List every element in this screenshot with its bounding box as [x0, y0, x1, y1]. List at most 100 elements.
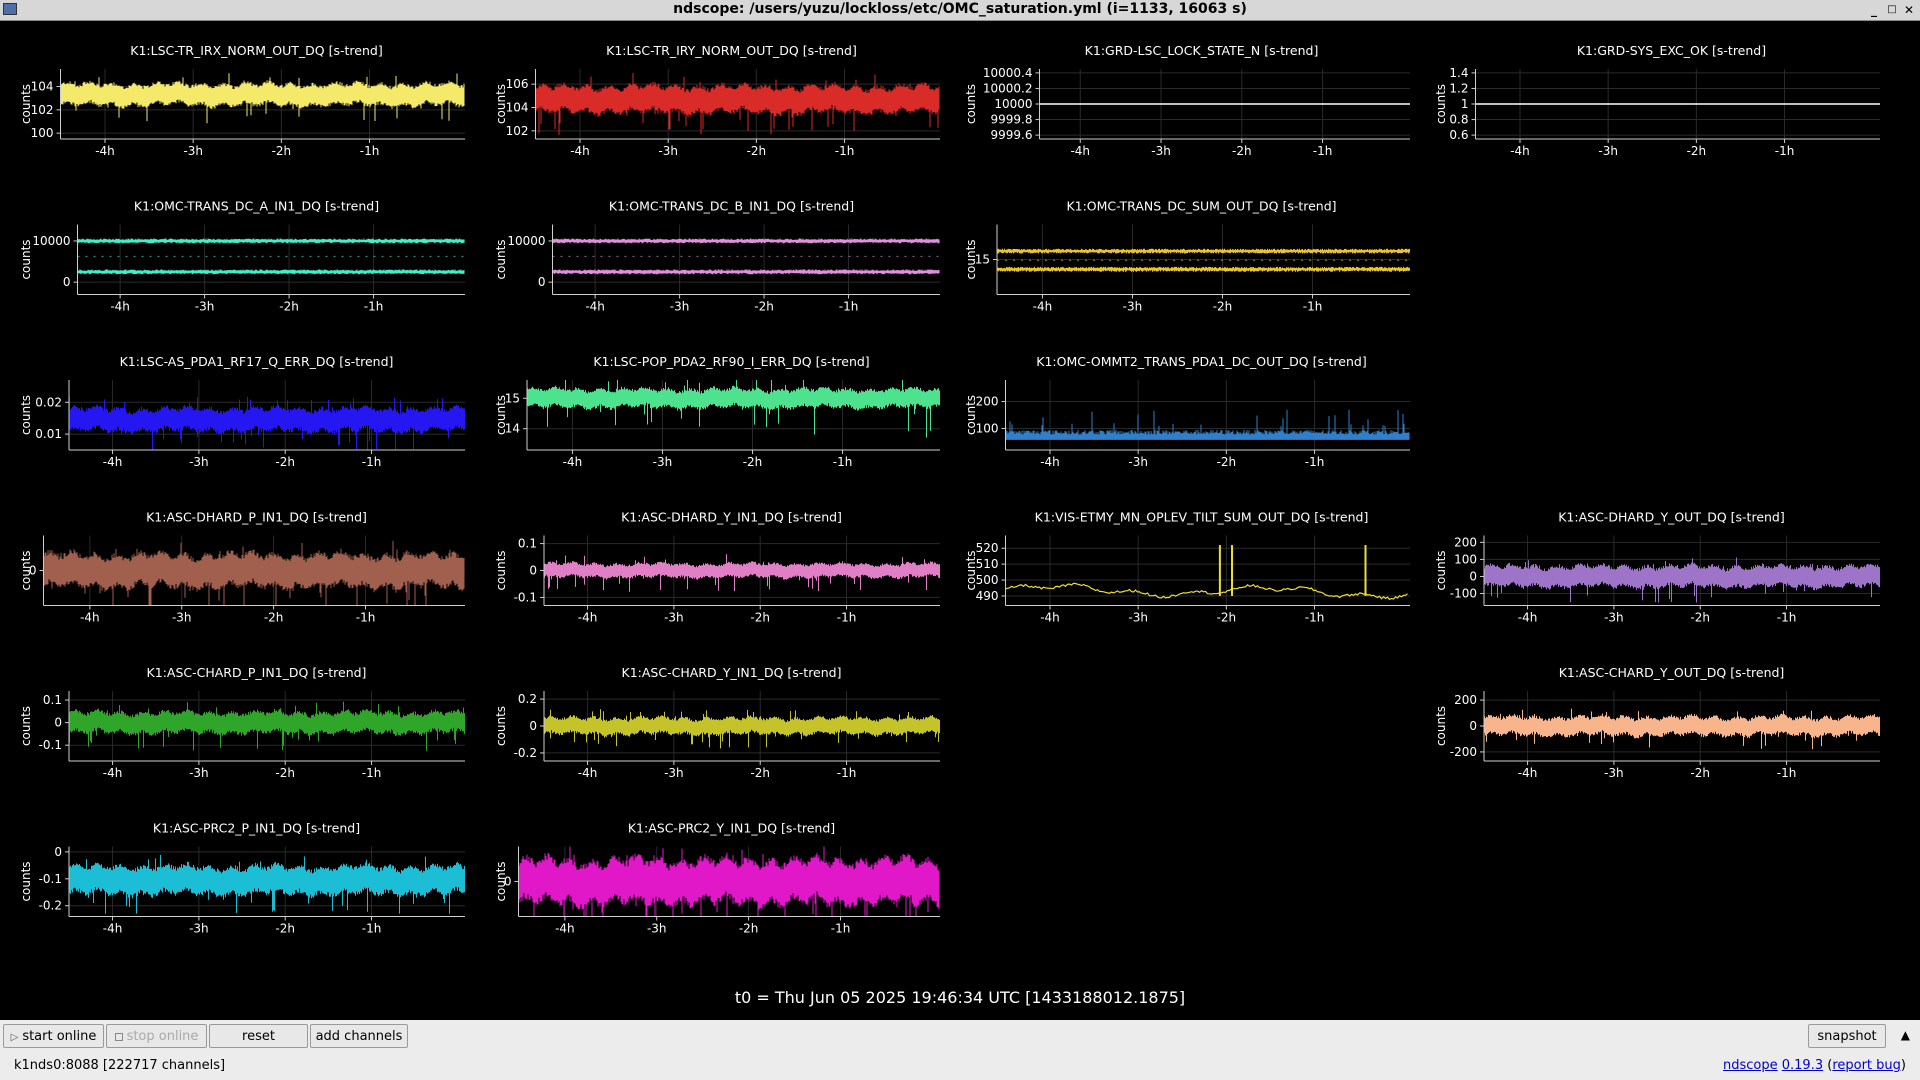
x-tick-label: -3h	[189, 455, 209, 469]
x-tick-label: -1h	[362, 766, 382, 780]
y-tick-label: -0.2	[39, 899, 62, 913]
y-axis-label: counts	[1434, 550, 1448, 590]
add-channels-button[interactable]: add channels	[310, 1024, 408, 1048]
y-tick-label: 102	[506, 124, 529, 138]
y-tick-label: 10000.2	[983, 81, 1033, 95]
plot-title: K1:OMC-OMMT2_TRANS_PDA1_DC_OUT_DQ [s-tre…	[1036, 354, 1366, 369]
y-tick-label: 0.01	[35, 427, 62, 441]
y-tick-label: 102	[31, 103, 54, 117]
x-tick-label: -4h	[103, 766, 123, 780]
y-tick-label: 0	[504, 875, 512, 889]
reset-button[interactable]: reset	[209, 1024, 308, 1048]
y-axis-label: counts	[494, 239, 508, 279]
x-tick-label: -3h	[1128, 611, 1148, 625]
plot-title: K1:GRD-SYS_EXC_OK [s-trend]	[1577, 43, 1766, 58]
y-axis-label: counts	[964, 239, 978, 279]
x-tick-label: -4h	[1070, 144, 1090, 158]
x-tick-label: -3h	[172, 611, 192, 625]
series-trace	[544, 554, 940, 592]
plot-title: K1:OMC-TRANS_DC_B_IN1_DQ [s-trend]	[609, 199, 854, 214]
plot-panel[interactable]: K1:ASC-PRC2_P_IN1_DQ [s-trend] counts 0 -0.…	[19, 821, 465, 936]
y-axis-label: counts	[1434, 706, 1448, 746]
x-tick-label: -1h	[837, 766, 857, 780]
ndscope-link[interactable]: ndscope	[1722, 1058, 1778, 1073]
x-tick-label: -2h	[750, 766, 770, 780]
plot-title: K1:VIS-ETMY_MN_OPLEV_TILT_SUM_OUT_DQ [s-…	[1035, 510, 1369, 525]
y-tick-label: 0.02	[35, 395, 62, 409]
minimize-button[interactable]: _	[1871, 3, 1877, 17]
plot-panel[interactable]: K1:VIS-ETMY_MN_OPLEV_TILT_SUM_OUT_DQ [s-…	[964, 510, 1410, 625]
plot-panel[interactable]: K1:OMC-OMMT2_TRANS_PDA1_DC_OUT_DQ [s-tre…	[964, 354, 1410, 469]
plot-title: K1:ASC-PRC2_P_IN1_DQ [s-trend]	[153, 821, 360, 836]
snapshot-button[interactable]: snapshot	[1808, 1024, 1886, 1048]
close-button[interactable]: ✕	[1903, 3, 1915, 17]
y-tick-label: 0	[1469, 569, 1477, 583]
plot-title: K1:ASC-DHARD_P_IN1_DQ [s-trend]	[146, 510, 367, 525]
y-tick-label: 9999.8	[991, 113, 1033, 127]
plot-panel[interactable]: K1:ASC-CHARD_P_IN1_DQ [s-trend] counts 0.1…	[19, 665, 465, 780]
report-bug-link[interactable]: report bug	[1832, 1058, 1901, 1073]
plot-panel[interactable]: K1:ASC-CHARD_Y_IN1_DQ [s-trend] counts 0.2…	[494, 665, 940, 780]
collapse-icon[interactable]: ▲	[1900, 1028, 1910, 1042]
y-tick-label: 1.4	[1449, 66, 1468, 80]
plot-panel[interactable]: K1:ASC-DHARD_Y_IN1_DQ [s-trend] counts 0.1…	[494, 510, 940, 625]
x-tick-label: -3h	[653, 455, 673, 469]
x-tick-label: -1h	[1775, 144, 1795, 158]
y-tick-label: 106	[506, 77, 529, 91]
x-tick-label: -3h	[1123, 300, 1143, 314]
x-tick-label: -4h	[95, 144, 115, 158]
series-trace	[544, 709, 940, 749]
stop-online-button[interactable]: stop online	[106, 1024, 207, 1048]
x-tick-label: -2h	[1687, 144, 1707, 158]
y-axis-label: counts	[494, 550, 508, 590]
plot-panel[interactable]: K1:LSC-TR_IRY_NORM_OUT_DQ [s-trend] count…	[494, 43, 940, 158]
plot-grid[interactable]: K1:LSC-TR_IRX_NORM_OUT_DQ [s-trend] count…	[2, 21, 1918, 981]
x-tick-label: -2h	[279, 300, 299, 314]
y-tick-label: 0	[63, 275, 71, 289]
series-trace	[1005, 409, 1410, 440]
plot-panel[interactable]: K1:LSC-POP_PDA2_RF90_I_ERR_DQ [s-trend] c…	[494, 354, 940, 469]
x-tick-label: -3h	[1604, 611, 1624, 625]
plot-title: K1:ASC-PRC2_Y_IN1_DQ [s-trend]	[628, 821, 835, 836]
plot-title: K1:OMC-TRANS_DC_A_IN1_DQ [s-trend]	[134, 199, 379, 214]
y-tick-label: 0.2	[518, 692, 537, 706]
maximize-button[interactable]: □	[1887, 4, 1897, 15]
y-tick-label: -0.2	[514, 746, 537, 760]
x-tick-label: -3h	[183, 144, 203, 158]
x-tick-label: -2h	[275, 922, 295, 936]
plot-panel[interactable]: K1:OMC-TRANS_DC_SUM_OUT_DQ [s-trend] coun…	[964, 199, 1410, 314]
version-link[interactable]: 0.19.3	[1781, 1058, 1824, 1073]
x-tick-label: -1h	[356, 611, 376, 625]
y-tick-label: 0	[54, 845, 62, 859]
plot-panel[interactable]: K1:GRD-LSC_LOCK_STATE_N [s-trend] counts 1…	[964, 43, 1410, 158]
x-tick-label: -2h	[743, 455, 763, 469]
plot-panel[interactable]: K1:LSC-AS_PDA1_RF17_Q_ERR_DQ [s-trend] co…	[19, 354, 465, 469]
y-tick-label: 10000	[994, 97, 1032, 111]
plot-panel[interactable]: K1:ASC-DHARD_Y_OUT_DQ [s-trend] counts 200…	[1434, 510, 1880, 625]
plot-panel[interactable]: K1:OMC-TRANS_DC_A_IN1_DQ [s-trend] counts…	[19, 199, 465, 314]
start-online-button[interactable]: ▷ start online	[3, 1024, 104, 1048]
x-tick-label: -3h	[658, 144, 678, 158]
x-tick-label: -4h	[1040, 455, 1060, 469]
series-trace	[997, 248, 1410, 272]
y-tick-label: 0	[538, 275, 546, 289]
plot-panel[interactable]: K1:LSC-TR_IRX_NORM_OUT_DQ [s-trend] count…	[19, 43, 465, 158]
y-tick-label: 1	[1461, 97, 1469, 111]
x-tick-label: -1h	[362, 455, 382, 469]
x-tick-label: -3h	[1604, 766, 1624, 780]
plot-panel[interactable]: K1:OMC-TRANS_DC_B_IN1_DQ [s-trend] counts…	[494, 199, 940, 314]
plot-panel[interactable]: K1:ASC-CHARD_Y_OUT_DQ [s-trend] counts 200…	[1434, 665, 1880, 780]
y-tick-label: 0	[529, 719, 537, 733]
x-tick-label: -3h	[647, 922, 667, 936]
y-axis-label: counts	[19, 550, 33, 590]
series-trace	[60, 73, 465, 124]
x-tick-label: -4h	[103, 922, 123, 936]
window-titlebar[interactable]: ndscope: /users/yuzu/lockloss/etc/OMC_sa…	[0, 0, 1920, 21]
y-tick-label: 510	[976, 557, 999, 571]
plot-title: K1:LSC-TR_IRY_NORM_OUT_DQ [s-trend]	[606, 43, 857, 58]
x-tick-label: -1h	[837, 611, 857, 625]
y-tick-label: 0	[529, 564, 537, 578]
